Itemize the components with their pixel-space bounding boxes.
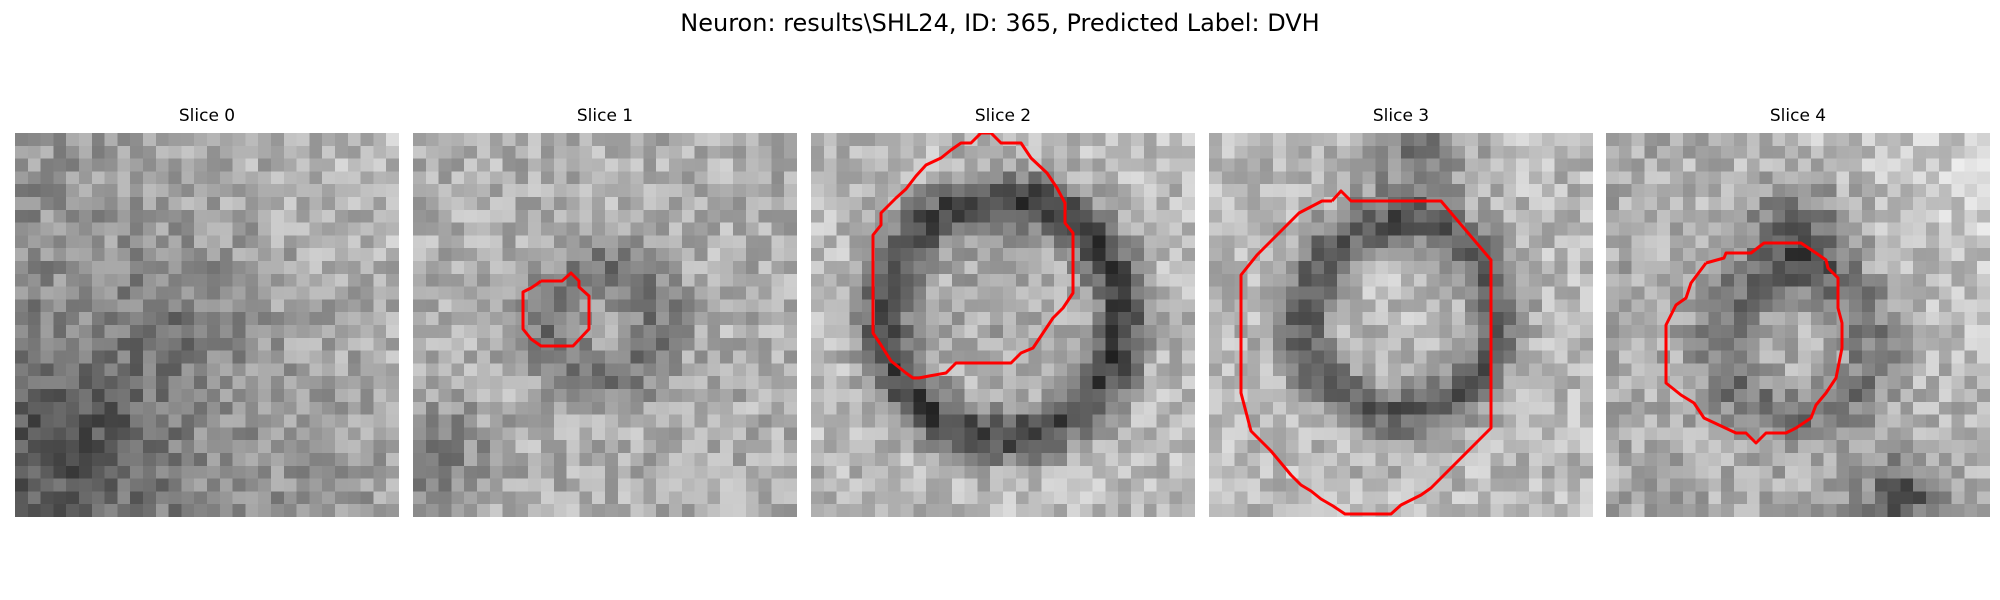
slice-2-image bbox=[811, 133, 1195, 517]
slice-0-title: Slice 0 bbox=[178, 106, 236, 126]
figure-title: Neuron: results\SHL24, ID: 365, Predicte… bbox=[680, 9, 1320, 37]
slice-4-title: Slice 4 bbox=[1769, 106, 1827, 126]
slice-3-image bbox=[1209, 133, 1593, 517]
slice-2-title: Slice 2 bbox=[974, 106, 1032, 126]
slice-4-image bbox=[1606, 133, 1990, 517]
slice-0-image bbox=[15, 133, 399, 517]
slice-1-title: Slice 1 bbox=[576, 106, 634, 126]
slice-1-image bbox=[413, 133, 797, 517]
slice-3-title: Slice 3 bbox=[1372, 106, 1430, 126]
